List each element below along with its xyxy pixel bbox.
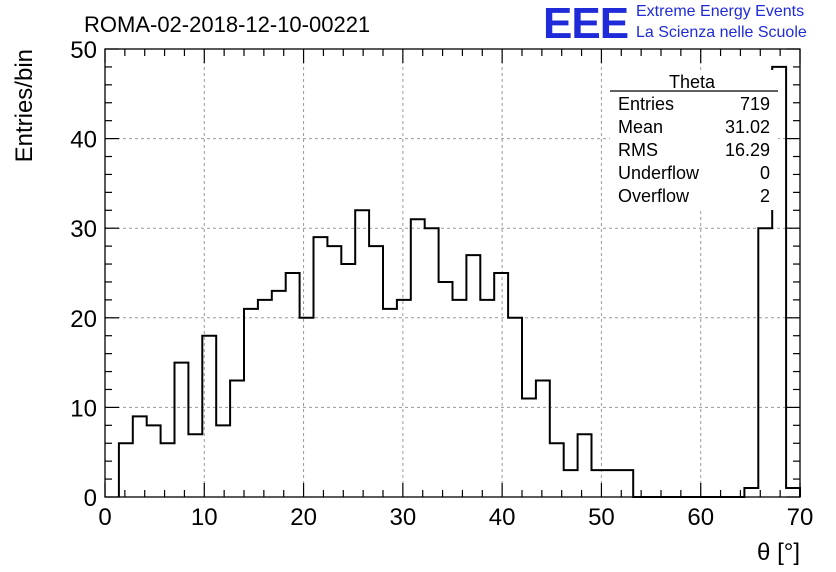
histogram-bin [522, 398, 536, 497]
histogram-bin [550, 443, 564, 497]
histogram-bin [564, 470, 578, 497]
histogram-bin [230, 381, 244, 497]
histogram-bin [119, 443, 133, 497]
histogram-bin [355, 210, 369, 497]
stats-value: 31.02 [725, 117, 770, 137]
histogram-bin [314, 237, 328, 497]
histogram-bin [244, 309, 258, 497]
stats-label: Mean [618, 117, 663, 137]
x-tick-label: 30 [390, 504, 417, 531]
y-tick-label: 40 [70, 127, 97, 154]
histogram-bin [536, 381, 550, 497]
histogram-bin [466, 255, 480, 497]
histogram-bin [480, 300, 494, 497]
x-axis-label: θ [°] [757, 539, 800, 566]
logo-line-2: La Scienza nelle Scuole [636, 24, 807, 41]
histogram-bin [605, 470, 619, 497]
histogram-bin [147, 425, 161, 497]
histogram-bin [133, 416, 147, 497]
stats-title: Theta [669, 72, 716, 92]
plot-frame [104, 48, 801, 498]
stats-box [610, 70, 778, 210]
stats-value: 2 [760, 186, 770, 206]
histogram-bin [425, 228, 439, 497]
y-tick-label: 30 [70, 216, 97, 243]
stats-label: Underflow [618, 163, 700, 183]
x-tick-label: 50 [588, 504, 615, 531]
stats-label: Entries [618, 94, 674, 114]
y-tick-label: 20 [70, 306, 97, 333]
histogram-bin [188, 434, 202, 497]
histogram-bin [258, 300, 272, 497]
histogram-bin [272, 291, 286, 497]
y-tick-label: 0 [84, 485, 97, 512]
x-tick-label: 0 [98, 504, 111, 531]
histogram-bin [411, 219, 425, 497]
stats-value: 0 [760, 163, 770, 183]
logo-line-1: Extreme Energy Events [636, 3, 805, 20]
histogram-bin [453, 300, 467, 497]
histogram-bin [369, 246, 383, 497]
stats-label: RMS [618, 140, 658, 160]
x-tick-label: 40 [489, 504, 516, 531]
histogram-bin [744, 488, 758, 497]
histogram-bin [175, 363, 189, 497]
histogram-bin [578, 434, 592, 497]
histogram-bin [494, 273, 508, 497]
x-tick-label: 20 [290, 504, 317, 531]
histogram-bin [383, 309, 397, 497]
chart-title: ROMA-02-2018-12-10-00221 [84, 12, 371, 37]
x-tick-label: 60 [687, 504, 714, 531]
histogram-bin [397, 300, 411, 497]
histogram-bin [341, 264, 355, 497]
stats-label: Overflow [618, 186, 690, 206]
histogram-bin [592, 470, 606, 497]
eee-logo-mark: EEE [543, 0, 629, 48]
x-tick-label: 10 [191, 504, 218, 531]
stats-value: 16.29 [725, 140, 770, 160]
histogram-bin [786, 488, 800, 497]
y-tick-label: 50 [70, 37, 97, 64]
histogram-bin [758, 228, 772, 497]
x-tick-label: 70 [787, 504, 814, 531]
y-axis-label: Entries/bin [11, 49, 38, 162]
histogram-bin [327, 246, 341, 497]
histogram-bin [216, 425, 230, 497]
histogram-bin [439, 282, 453, 497]
y-tick-label: 10 [70, 395, 97, 422]
stats-value: 719 [740, 94, 770, 114]
histogram-bin [286, 273, 300, 497]
histogram-bin [161, 443, 175, 497]
